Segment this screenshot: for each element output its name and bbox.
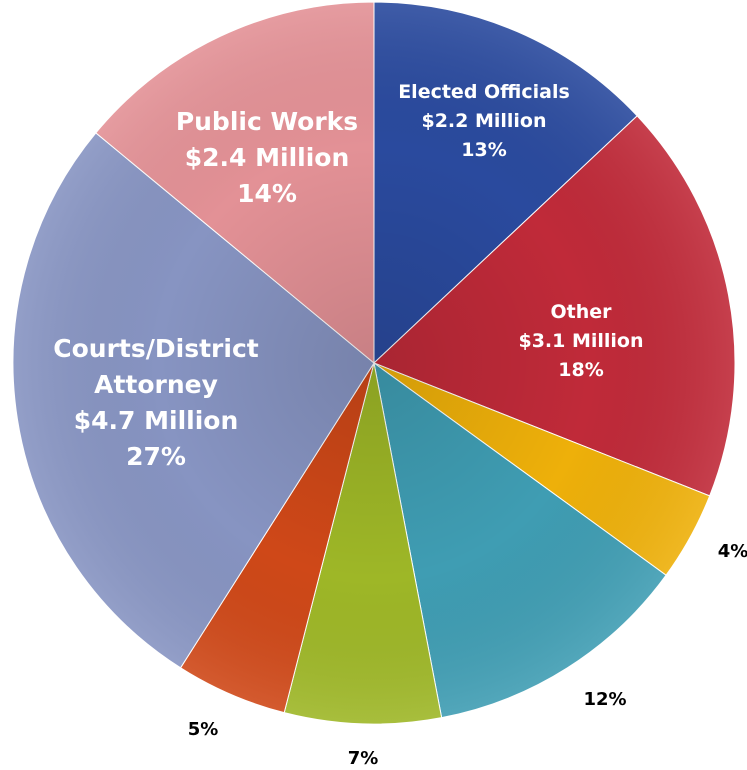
slice-label-line: $3.1 Million: [518, 330, 643, 352]
slice-label-line: 4%: [718, 541, 747, 562]
slice-label-line: $2.2 Million: [421, 110, 546, 132]
slice-label: Public Works $2.4 Million 14%: [176, 107, 358, 208]
slice-label: 4%: [718, 541, 747, 562]
slice-label-line: Elected Officials: [398, 81, 570, 103]
slice-label-line: Courts/District: [53, 334, 258, 363]
slice-label-line: 13%: [461, 139, 506, 161]
slice-label-line: $4.7 Million: [74, 406, 239, 435]
slice-label: Elected Officials $2.2 Million 13%: [398, 81, 570, 161]
slice-label-line: 27%: [126, 442, 186, 471]
slice-label: 5%: [188, 719, 219, 740]
slice-label-line: Public Works: [176, 107, 358, 136]
slice-label-line: 5%: [188, 719, 219, 740]
slice-label: Other $3.1 Million 18%: [518, 301, 643, 381]
slice-label-line: $2.4 Million: [185, 143, 350, 172]
slice-label-line: 14%: [237, 179, 297, 208]
slice-label: Courts/District Attorney $4.7 Million 27%: [53, 334, 258, 471]
slice-label-line: Attorney: [94, 370, 218, 399]
slice-label-line: 7%: [348, 748, 379, 769]
slice-label: 12%: [583, 689, 626, 710]
slice-label-line: Other: [550, 301, 612, 323]
slice-label-line: 12%: [583, 689, 626, 710]
slice-label-line: 18%: [558, 359, 603, 381]
slice-label: 7%: [348, 748, 379, 769]
